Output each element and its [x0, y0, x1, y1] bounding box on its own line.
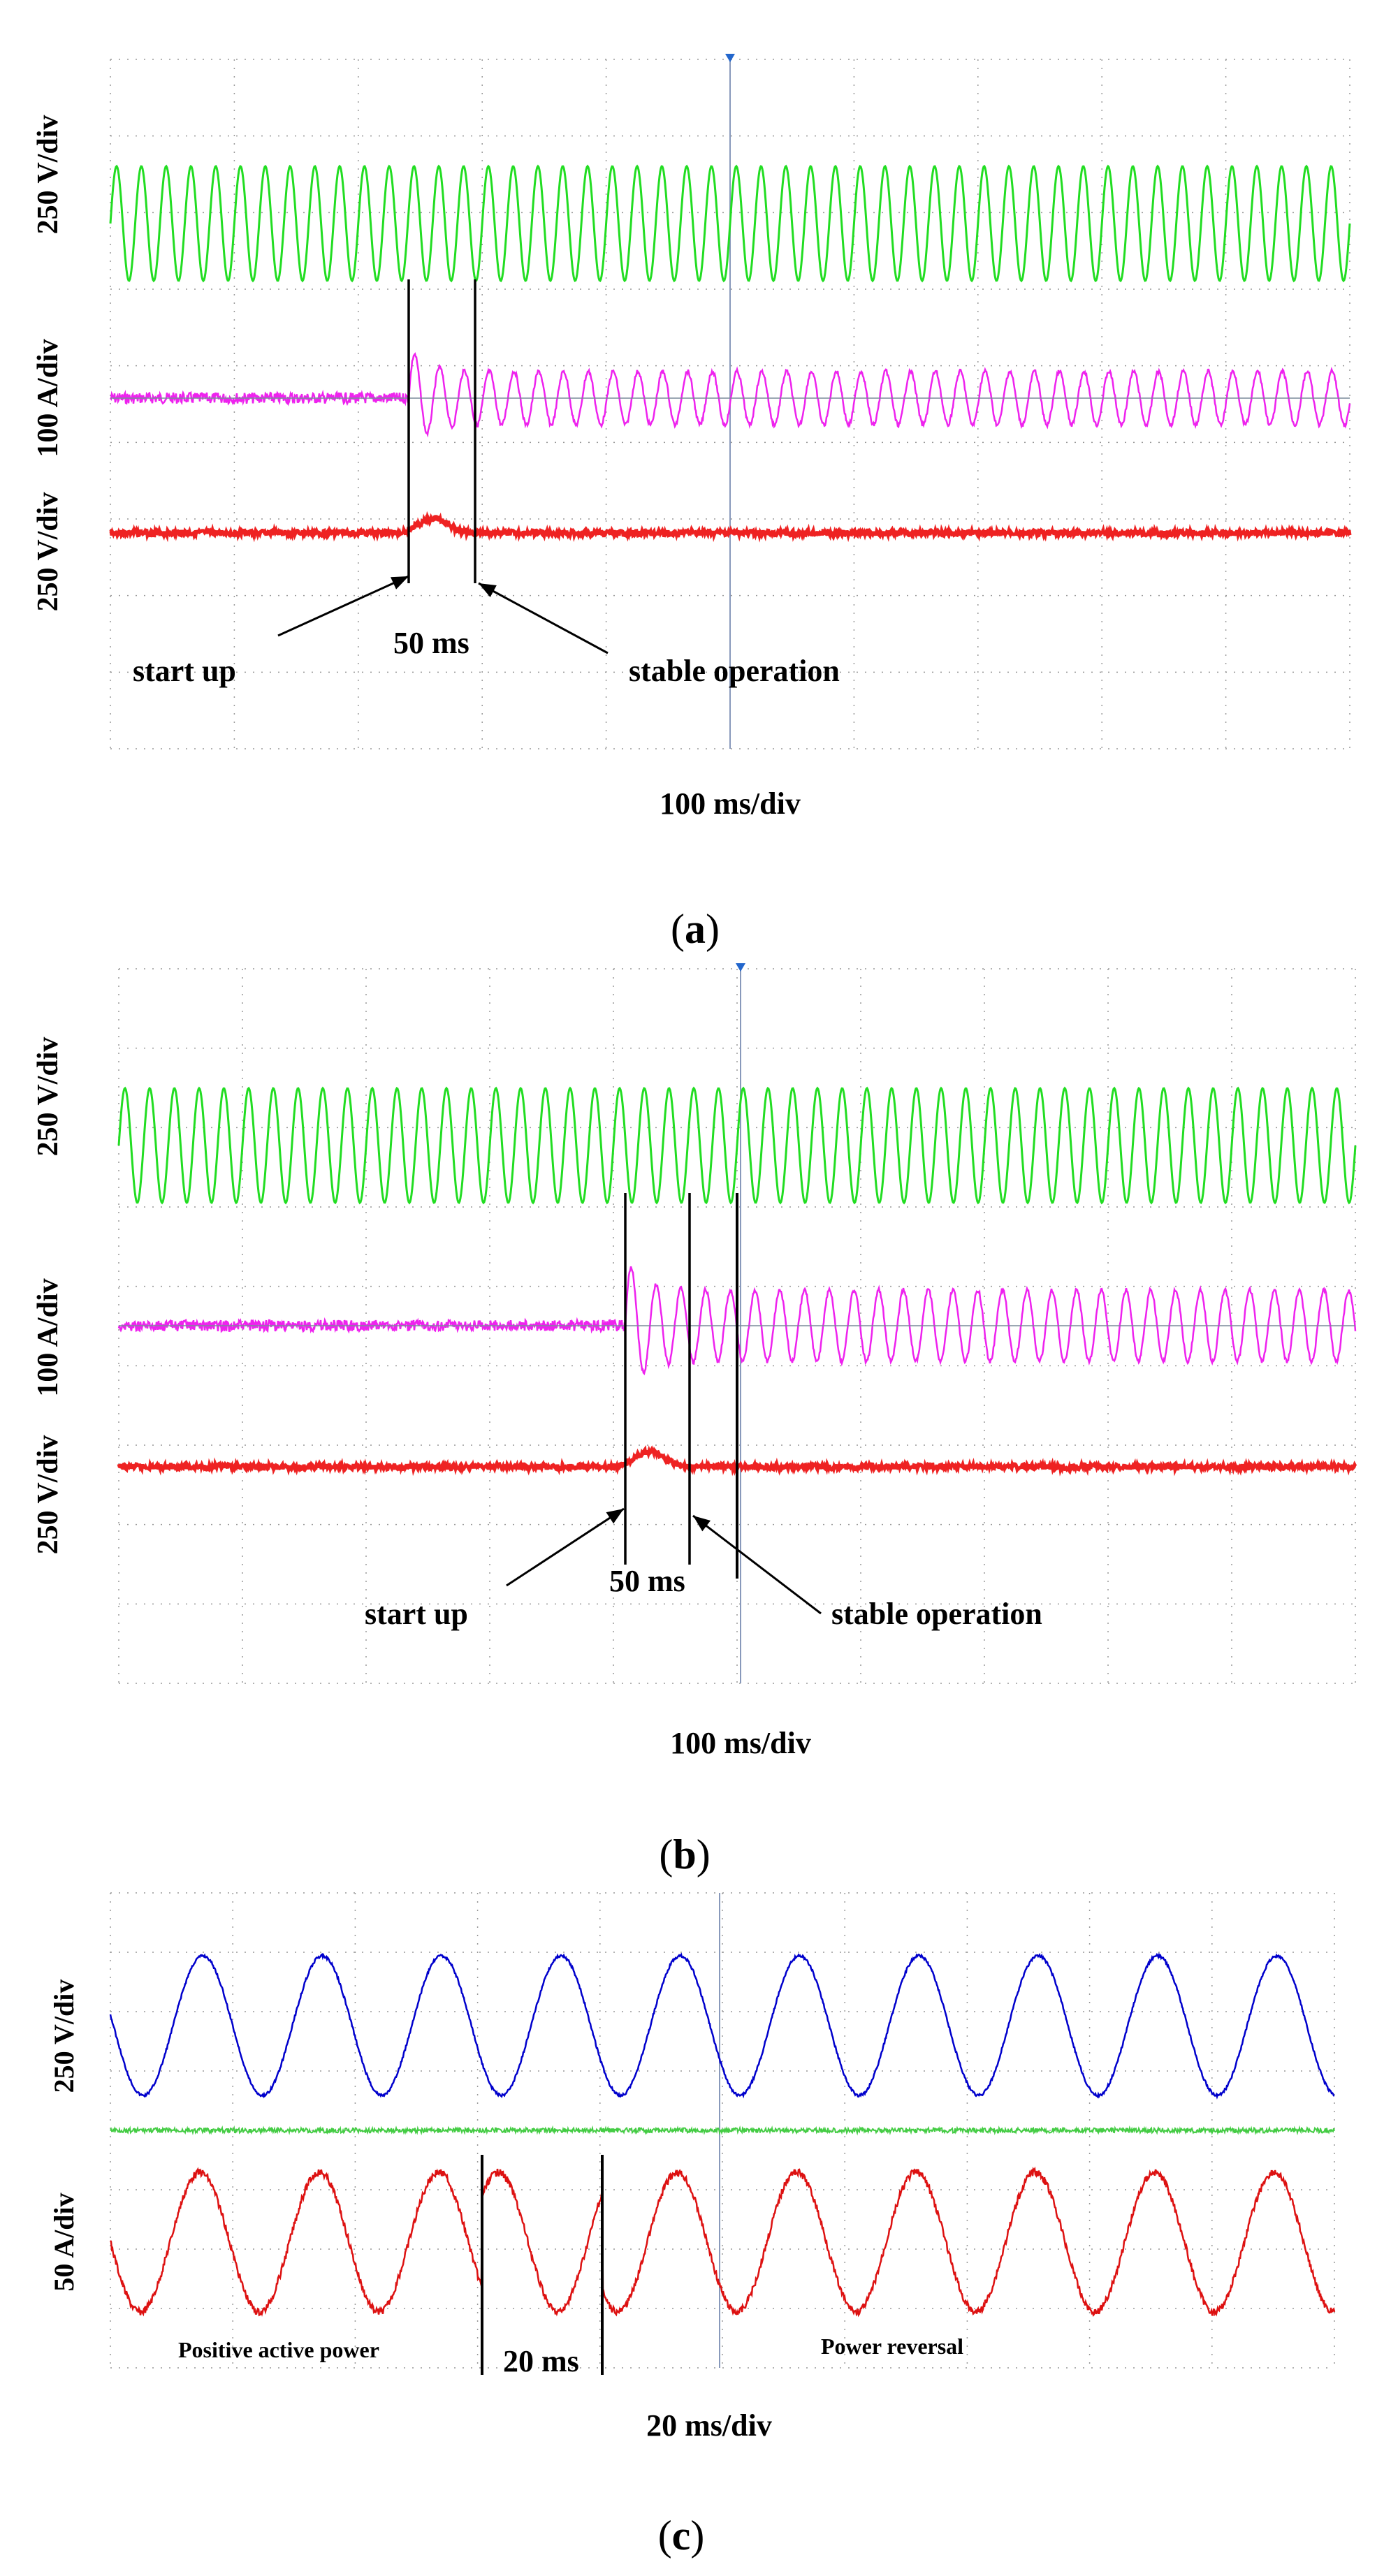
- panel-c-markers: [481, 2155, 604, 2375]
- panel-c-right-label: Power reversal: [821, 2334, 963, 2359]
- panel-a-caption: (a): [671, 906, 720, 952]
- panel-c-caption-letter: c: [672, 2512, 691, 2559]
- panel-b-xlabel: 100 ms/div: [670, 1726, 811, 1760]
- panel-c-left-label: Positive active power: [178, 2337, 379, 2362]
- panel-b-ylabel-current: 100 A/div: [32, 1278, 64, 1396]
- panel-b-start-label: start up: [365, 1597, 468, 1631]
- panel-c-current-trace: [109, 2166, 1336, 2318]
- panel-b-caption: (b): [659, 1831, 710, 1878]
- panel-b-stable-label: stable operation: [831, 1597, 1042, 1631]
- panel-a-markers: [277, 279, 609, 654]
- panel-b-caption-letter: b: [673, 1831, 696, 1878]
- panel-b-trigger-marker: [736, 963, 745, 972]
- panel-b-start-arrow-head: [606, 1509, 624, 1524]
- panel-a-start-label: start up: [133, 654, 236, 688]
- panel-b-stable-arrow-head: [693, 1516, 711, 1532]
- panel-c-ylabel-voltage: 250 V/div: [48, 1979, 80, 2093]
- panel-c-voltage-trace: [109, 1952, 1335, 2100]
- panel-a-start-arrow-shaft: [277, 575, 409, 637]
- panel-c-ylabel-current: 50 A/div: [48, 2193, 80, 2291]
- panel-a-stable-arrow-head: [479, 583, 497, 597]
- panel-b-ylabel-dc: 250 V/div: [32, 1435, 64, 1555]
- panel-c: 250 V/div 50 A/div Positive active power…: [48, 1892, 1336, 2559]
- panel-a-trigger-marker: [725, 54, 735, 62]
- panel-c-duration-label: 20 ms: [503, 2344, 579, 2378]
- panel-c-traces: [109, 1952, 1336, 2318]
- panel-a-start-arrow-head: [391, 576, 409, 590]
- panel-a-ylabel-dc: 250 V/div: [32, 492, 64, 612]
- panel-a-voltage-trace: [109, 164, 1351, 283]
- panel-b: 250 V/div 100 A/div 250 V/div start up 5…: [32, 963, 1357, 1878]
- panel-a-caption-letter: a: [685, 906, 706, 952]
- panel-b-markers: [506, 1193, 822, 1615]
- panel-b-duration-label: 50 ms: [609, 1564, 685, 1598]
- panel-b-ylabel-voltage: 250 V/div: [32, 1037, 64, 1157]
- panel-c-caption: (c): [658, 2512, 705, 2559]
- panel-c-xlabel: 20 ms/div: [646, 2408, 772, 2443]
- panel-a-ylabel-voltage: 250 V/div: [32, 115, 64, 235]
- panel-a-stable-arrow-shaft: [478, 582, 609, 654]
- panel-a-xlabel: 100 ms/div: [660, 786, 801, 821]
- panel-a-traces: [109, 54, 1352, 543]
- panel-a-dc-trace: [109, 511, 1352, 543]
- panel-b-stable-arrow-shaft: [692, 1514, 822, 1615]
- panel-b-voltage-trace: [117, 1086, 1357, 1205]
- panel-a-duration-label: 50 ms: [393, 626, 469, 660]
- panel-b-start-arrow-shaft: [506, 1507, 625, 1587]
- panel-c-zero-trace: [110, 2125, 1335, 2136]
- panel-a-current-trace: [110, 352, 1351, 438]
- panel-a-stable-label: stable operation: [629, 654, 840, 688]
- panel-a-ylabel-current: 100 A/div: [32, 339, 64, 457]
- panel-a: 250 V/div 100 A/div 250 V/div start up 5…: [32, 54, 1352, 952]
